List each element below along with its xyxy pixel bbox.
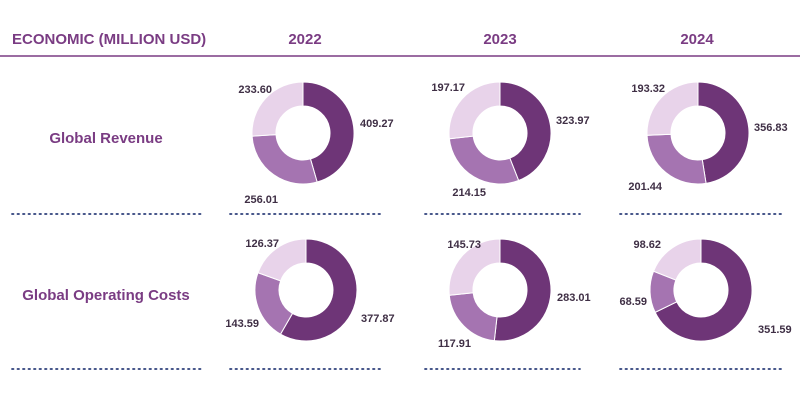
data-label: 126.37 — [245, 238, 279, 250]
donut-slice — [646, 133, 707, 185]
data-label: 233.60 — [238, 84, 272, 96]
donut-global-revenue-2023: 323.97 214.15 197.17 — [431, 81, 590, 199]
donut-slice — [499, 81, 552, 182]
year-header-2023: 2023 — [483, 31, 516, 48]
data-label: 201.44 — [628, 181, 663, 193]
donut-slice — [652, 238, 702, 281]
year-header-2024: 2024 — [680, 31, 714, 48]
donut-slice — [279, 238, 358, 342]
data-label: 351.59 — [758, 324, 792, 336]
donut-slice — [257, 238, 307, 282]
donut-slice — [697, 81, 750, 184]
donut-slice — [302, 81, 355, 183]
data-label: 377.87 — [361, 313, 395, 325]
donut-global-revenue-2022: 409.27 256.01 233.60 — [238, 81, 394, 206]
data-label: 143.59 — [225, 318, 259, 330]
data-label: 256.01 — [244, 194, 278, 206]
data-label: 68.59 — [619, 296, 647, 308]
row-label-global-operating-costs: Global Operating Costs — [22, 287, 190, 304]
header-title: ECONOMIC (MILLION USD) — [12, 31, 206, 48]
donut-global-operating-costs-2022: 377.87 143.59 126.37 — [225, 238, 395, 342]
data-label: 356.83 — [754, 122, 788, 134]
donut-slice — [448, 292, 498, 342]
donut-slice — [251, 81, 304, 137]
data-label: 409.27 — [360, 118, 394, 130]
donut-slice — [654, 238, 753, 342]
donut-slice — [493, 238, 552, 342]
data-label: 193.32 — [631, 83, 665, 95]
donut-global-revenue-2024: 356.83 201.44 193.32 — [628, 81, 788, 193]
data-label: 283.01 — [557, 292, 591, 304]
dotted-separators — [11, 213, 786, 370]
row-label-global-revenue: Global Revenue — [49, 130, 162, 147]
data-label: 117.91 — [438, 338, 471, 350]
donut-global-operating-costs-2023: 283.01 117.91 145.73 — [438, 238, 591, 350]
data-label: 214.15 — [452, 187, 486, 199]
data-label: 145.73 — [447, 239, 481, 251]
donut-slice — [448, 81, 501, 140]
donut-slice — [251, 134, 318, 185]
donut-slice — [646, 81, 699, 136]
donut-global-operating-costs-2024: 351.59 68.59 98.62 — [619, 238, 792, 342]
donut-slice — [448, 238, 501, 296]
data-label: 197.17 — [431, 82, 465, 94]
donut-slice — [448, 135, 520, 185]
data-label: 98.62 — [633, 239, 661, 251]
year-header-2022: 2022 — [288, 31, 321, 48]
donut-charts: 409.27 256.01 233.60 323.97 214.15 197.17 356.… — [225, 81, 792, 350]
data-label: 323.97 — [556, 115, 590, 127]
